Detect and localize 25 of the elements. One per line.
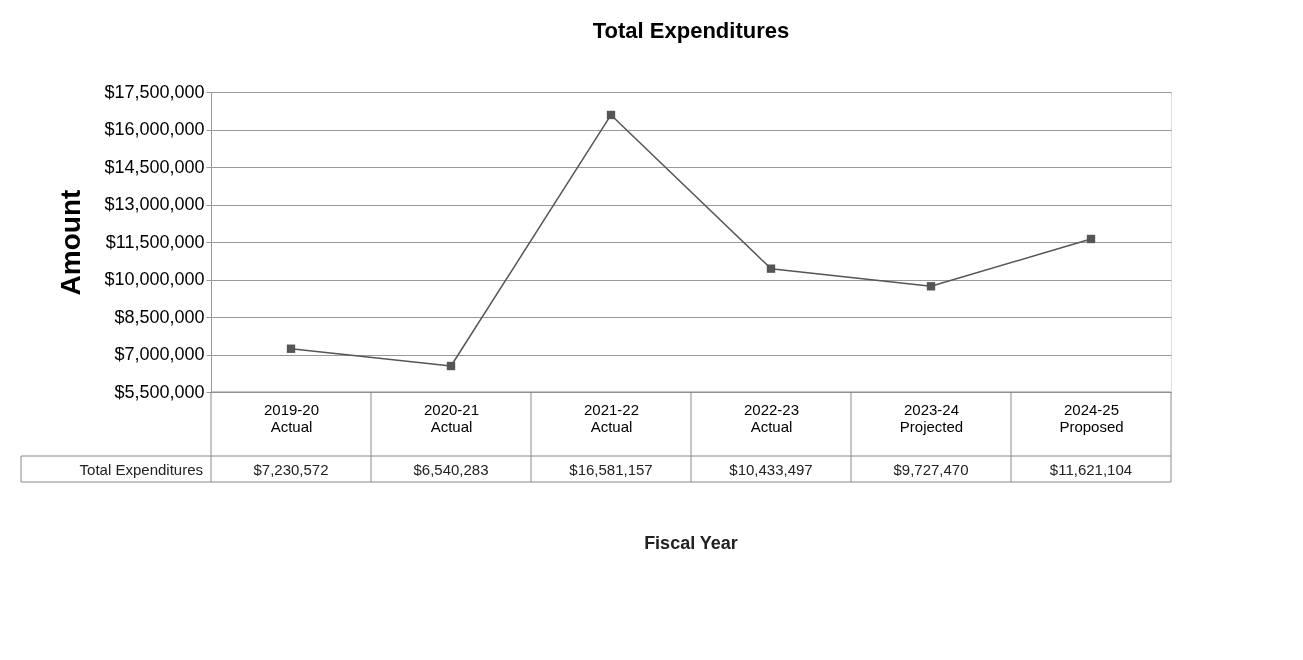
data-label: $16,581,157 — [569, 461, 653, 478]
data-label: $10,433,497 — [729, 461, 813, 478]
y-tick-label: $8,500,000 — [114, 306, 205, 327]
y-axis-title: Amount — [55, 189, 87, 296]
y-tick-label: $14,500,000 — [104, 156, 205, 177]
y-tick-label: $17,500,000 — [104, 81, 205, 102]
text: Fiscal Year — [644, 533, 738, 553]
data-label: $7,230,572 — [253, 461, 329, 478]
y-tick-label: $11,500,000 — [105, 231, 205, 252]
y-tick-label: $5,500,000 — [114, 381, 205, 402]
chart-title: Total Expenditures — [592, 18, 790, 43]
data-label: $11,621,104 — [1049, 461, 1133, 478]
x-tick-label: 2023-24 Projected — [899, 400, 964, 435]
x-tick-label: 2024-25 Proposed — [1059, 400, 1124, 435]
y-tick-label: $13,000,000 — [104, 194, 205, 214]
x-tick-label: 2020-21 Actual — [423, 400, 480, 435]
y-tick-label: $7,000,000 — [114, 344, 205, 364]
x-tick-label: 2019-20 Actual — [263, 400, 320, 435]
data-label: $6,540,283 — [413, 461, 489, 478]
y-tick-label: $16,000,000 — [104, 119, 205, 139]
y-tick-label: $10,000,000 — [104, 269, 205, 289]
x-tick-label: 2021-22 Actual — [583, 400, 640, 435]
data-label: $9,727,470 — [893, 461, 969, 478]
x-tick-label: 2022-23 Actual — [743, 400, 800, 435]
text: Total Expenditures — [79, 461, 203, 478]
